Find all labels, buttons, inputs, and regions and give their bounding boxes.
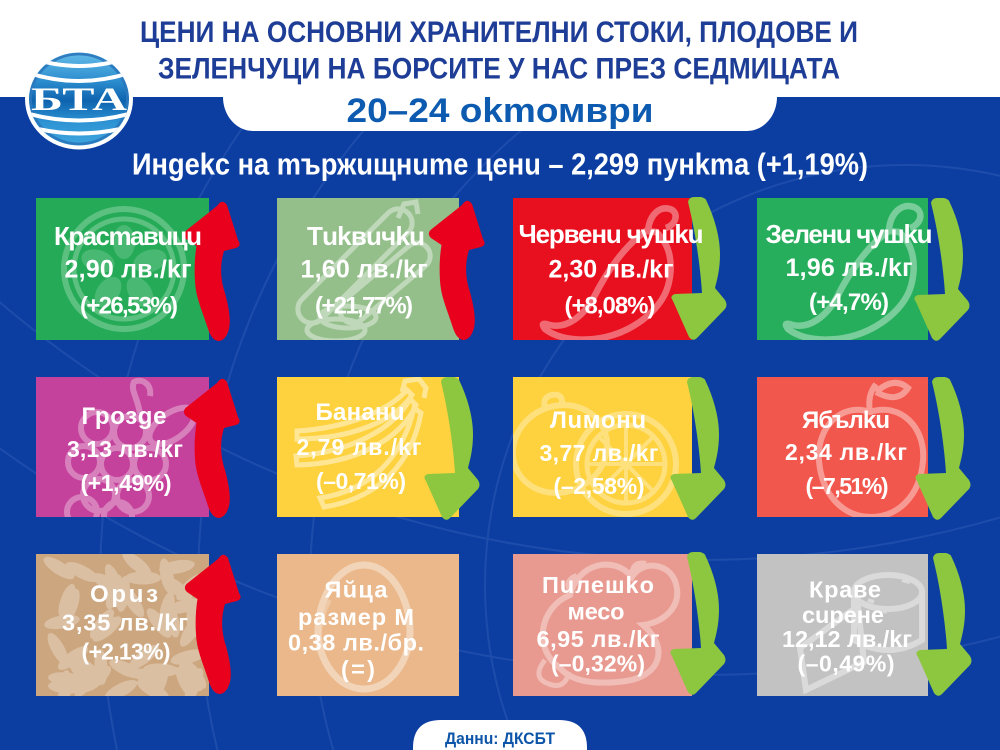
svg-text:Даннu: ДКСБТ: Даннu: ДКСБТ bbox=[445, 729, 556, 748]
svg-text:Орuз: Орuз bbox=[90, 581, 158, 608]
svg-text:2,30 лв./kг: 2,30 лв./kг bbox=[549, 256, 674, 284]
svg-text:Тukвuчku: Тukвuчku bbox=[307, 221, 425, 251]
svg-text:2,79 лв./kг: 2,79 лв./kг bbox=[297, 434, 422, 460]
svg-text:6,95 лв./kг: 6,95 лв./kг bbox=[537, 626, 660, 652]
svg-text:Краве: Краве bbox=[809, 577, 881, 603]
svg-text:Червенu чушku: Червенu чушku bbox=[519, 219, 704, 249]
svg-text:ЦЕНИ НА ОСНОВНИ ХРАНИТЕЛНИ СТО: ЦЕНИ НА ОСНОВНИ ХРАНИТЕЛНИ СТОКИ, ПЛОДОВ… bbox=[140, 16, 858, 49]
svg-text:БТА: БТА bbox=[31, 82, 127, 118]
svg-text:3,77 лв./kг: 3,77 лв./kг bbox=[540, 440, 659, 466]
svg-text:(–7,51%): (–7,51%) bbox=[806, 473, 889, 499]
svg-text:(–2,58%): (–2,58%) bbox=[554, 473, 645, 499]
svg-text:Яŭца: Яŭца bbox=[325, 577, 389, 603]
svg-text:Грозgе: Грозgе bbox=[82, 403, 167, 430]
svg-text:(–0,71%): (–0,71%) bbox=[316, 468, 406, 494]
svg-text:Инgеkс на mържuщнumе ценu – 2,: Инgеkс на mържuщнumе ценu – 2,299 пунkmа… bbox=[132, 147, 868, 182]
svg-text:1,60 лв./kг: 1,60 лв./kг bbox=[301, 256, 428, 284]
svg-text:Красmавuцu: Красmавuцu bbox=[54, 221, 202, 251]
svg-text:сuрене: сuрене bbox=[802, 602, 884, 628]
svg-text:(+1,49%): (+1,49%) bbox=[81, 470, 172, 496]
svg-text:3,13 лв./kг: 3,13 лв./kг bbox=[67, 436, 183, 462]
svg-text:(+21,77%): (+21,77%) bbox=[315, 293, 413, 320]
svg-text:Ябълku: Ябълku bbox=[802, 407, 890, 434]
svg-text:0,38 лв./бр.: 0,38 лв./бр. bbox=[288, 630, 424, 656]
svg-text:Зеленu чушku: Зеленu чушku bbox=[766, 219, 933, 249]
svg-text:(+26,53%): (+26,53%) bbox=[80, 293, 178, 320]
svg-text:3,35 лв./kг: 3,35 лв./kг bbox=[62, 610, 188, 636]
svg-text:Пuлешkо: Пuлешkо bbox=[542, 572, 654, 598]
svg-text:(+8,08%): (+8,08%) bbox=[565, 293, 656, 320]
svg-text:(=): (=) bbox=[341, 656, 375, 682]
svg-text:размер М: размер М bbox=[298, 604, 414, 630]
svg-text:(–0,49%): (–0,49%) bbox=[798, 651, 895, 677]
svg-text:2,90 лв./kг: 2,90 лв./kг bbox=[65, 256, 192, 284]
svg-text:(–0,32%): (–0,32%) bbox=[551, 651, 645, 677]
svg-text:2,34 лв./kг: 2,34 лв./kг bbox=[785, 439, 907, 465]
svg-text:Бананu: Бананu bbox=[316, 399, 405, 426]
svg-text:1,96 лв./kг: 1,96 лв./kг bbox=[786, 254, 913, 282]
svg-text:12,12 лв./kг: 12,12 лв./kг bbox=[782, 626, 912, 652]
svg-text:ЗЕЛЕНЧУЦИ НА БОРСИТЕ У НАС ПРЕ: ЗЕЛЕНЧУЦИ НА БОРСИТЕ У НАС ПРЕЗ СЕДМИЦАТ… bbox=[158, 53, 840, 86]
svg-text:20–24 оkmомври: 20–24 оkmомври bbox=[347, 92, 654, 130]
svg-text:Лuмонu: Лuмонu bbox=[550, 407, 646, 434]
svg-text:месо: месо bbox=[568, 599, 625, 625]
svg-text:(+4,7%): (+4,7%) bbox=[809, 289, 889, 316]
svg-text:(+2,13%): (+2,13%) bbox=[82, 639, 171, 665]
